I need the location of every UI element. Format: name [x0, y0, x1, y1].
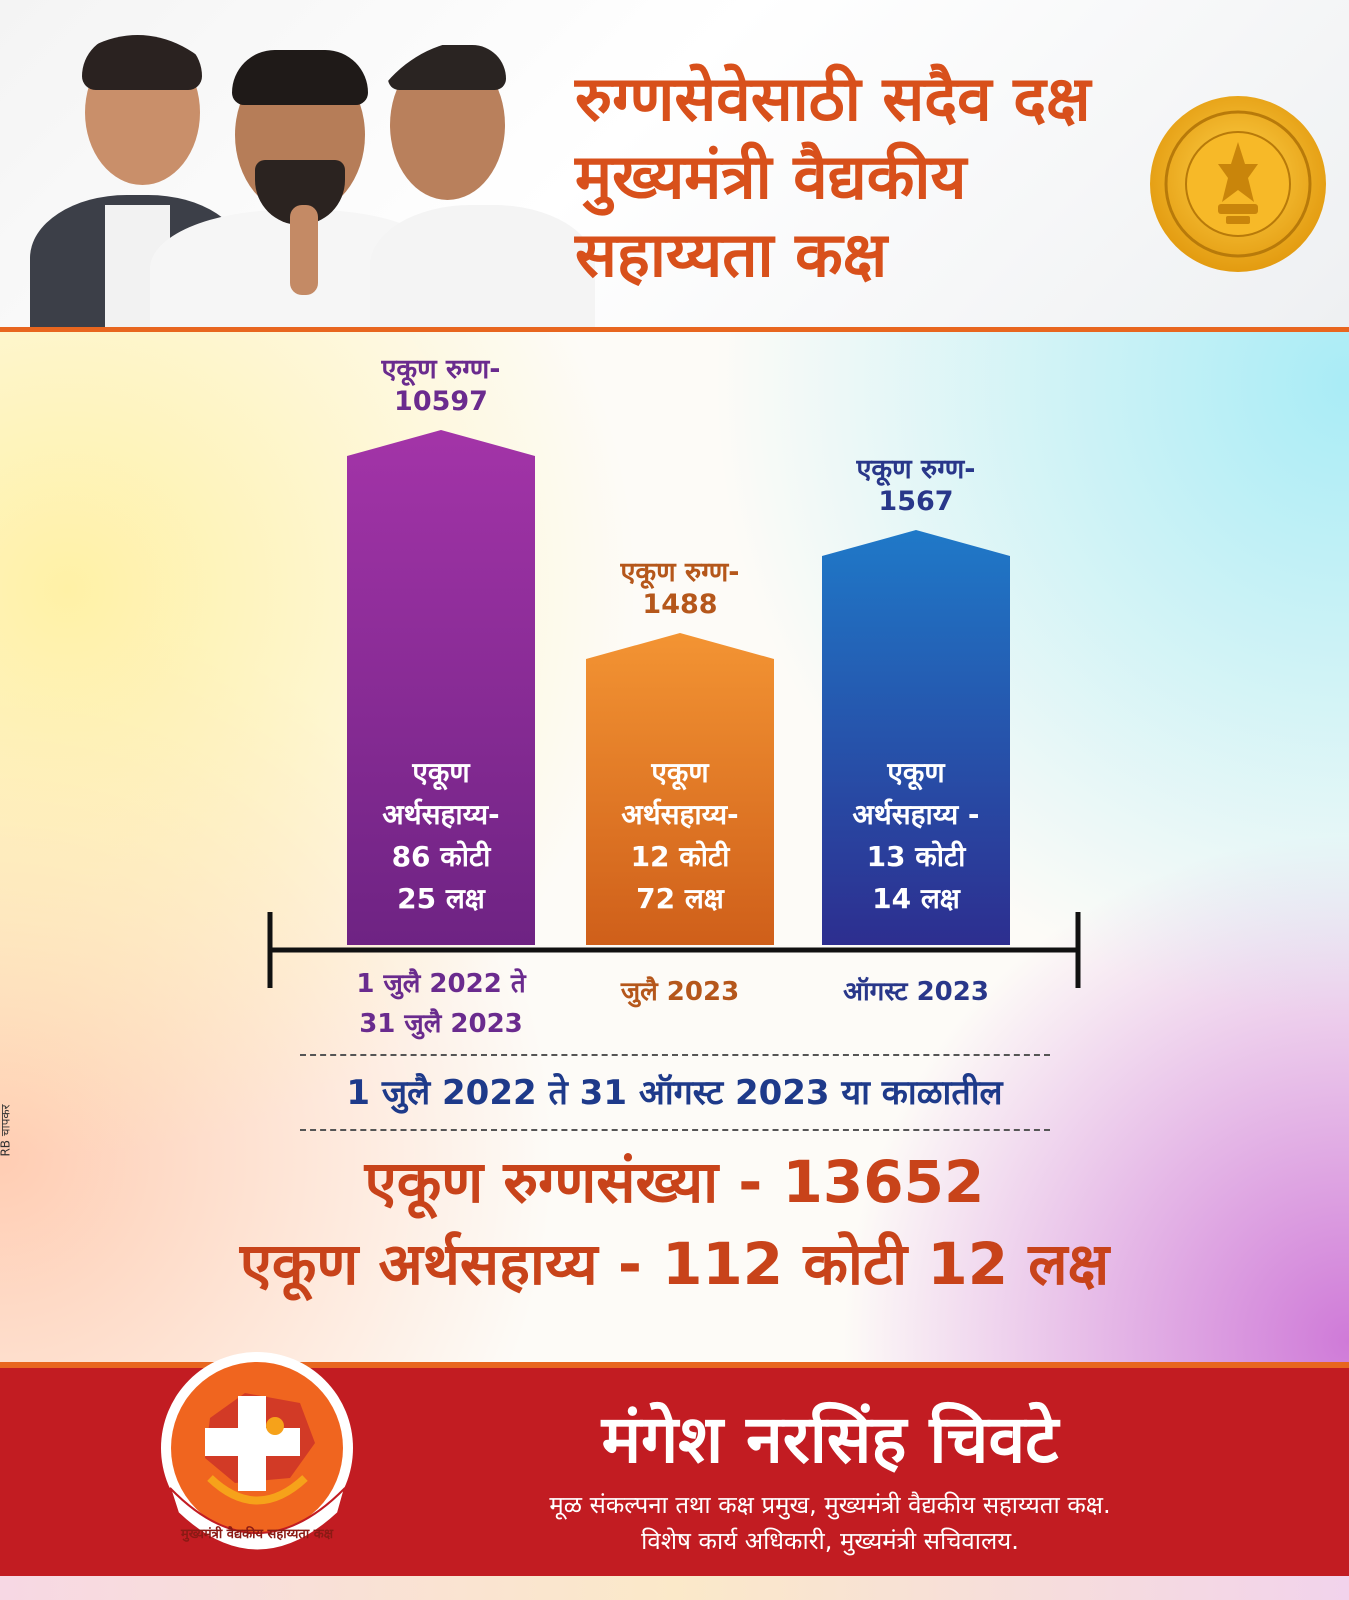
headline: रुग्णसेवेसाठी सदैव दक्ष मुख्यमंत्री वैद्…	[575, 60, 1165, 294]
bar-2-aid-label-4: 72 लक्ष	[636, 882, 725, 915]
header-banner: रुग्णसेवेसाठी सदैव दक्ष मुख्यमंत्री वैद्…	[0, 0, 1349, 330]
bar-2	[586, 633, 774, 945]
x-tick-label-1-2: 31 जुलै 2023	[359, 1008, 523, 1040]
headline-line-3: सहाय्यता कक्ष	[575, 218, 888, 291]
dashed-divider-bottom	[300, 1129, 1050, 1131]
total-patients: एकूण रुग्णसंख्या - 13652	[364, 1148, 985, 1216]
bar-1-top-label: एकूण रुग्ण-	[380, 354, 500, 387]
bar-1-aid-label-2: अर्थसहाय्य-	[382, 798, 499, 831]
bar-3-aid-label-1: एकूण	[886, 756, 946, 791]
bar-1-aid-label-1: एकूण	[411, 756, 471, 791]
bar-3-value-label: 1567	[878, 486, 953, 517]
logo-caption: मुख्यमंत्री वैद्यकीय सहाय्यता कक्ष	[180, 1526, 334, 1542]
headline-line-2: मुख्यमंत्री वैद्यकीय	[575, 140, 967, 213]
footer-bottom-stripe	[0, 1576, 1349, 1600]
person-name: मंगेश नरसिंह चिवटे	[601, 1401, 1059, 1478]
x-tick-label-2-1: जुलै 2023	[620, 976, 739, 1008]
total-aid: एकूण अर्थसहाय्य - 112 कोटी 12 लक्ष	[239, 1230, 1110, 1298]
bar-3	[822, 530, 1010, 945]
bar-1	[347, 430, 535, 945]
bar-2-top-label: एकूण रुग्ण-	[619, 557, 739, 590]
bar-3-aid-label-2: अर्थसहाय्य -	[852, 798, 979, 831]
medical-assistance-cell-logo: मुख्यमंत्री वैद्यकीय सहाय्यता कक्ष	[161, 1352, 353, 1552]
bar-3-top-label: एकूण रुग्ण-	[855, 454, 975, 487]
x-tick-label-3-1: ऑगस्ट 2023	[843, 976, 989, 1007]
dashed-divider-top	[300, 1054, 1050, 1056]
bar-3-aid-label-3: 13 कोटी	[867, 840, 968, 873]
footer-top-stripe	[0, 1362, 1349, 1368]
government-seal-icon	[1150, 96, 1326, 272]
header-divider	[0, 327, 1349, 332]
bar-2-aid-label-3: 12 कोटी	[631, 840, 732, 873]
role-line-2: विशेष कार्य अधिकारी, मुख्यमंत्री सचिवालय…	[641, 1527, 1019, 1555]
bar-3-aid-label-4: 14 लक्ष	[872, 882, 961, 915]
headline-line-1: रुग्णसेवेसाठी सदैव दक्ष	[575, 62, 1091, 135]
bar-2-aid-label-1: एकूण	[650, 756, 710, 791]
period-text: 1 जुलै 2022 ते 31 ऑगस्ट 2023 या काळातील	[346, 1073, 1003, 1113]
bar-2-aid-label-2: अर्थसहाय्य-	[621, 798, 738, 831]
x-tick-label-1-1: 1 जुलै 2022 ते	[356, 968, 527, 1000]
leader-portrait-right	[350, 40, 600, 330]
bar-2-value-label: 1488	[642, 589, 717, 620]
role-line-1: मूळ संकल्पना तथा कक्ष प्रमुख, मुख्यमंत्र…	[549, 1491, 1111, 1519]
bar-1-value-label: 10597	[394, 386, 488, 417]
bar-1-aid-label-3: 86 कोटी	[392, 840, 493, 873]
bar-1-aid-label-4: 25 लक्ष	[397, 882, 486, 915]
